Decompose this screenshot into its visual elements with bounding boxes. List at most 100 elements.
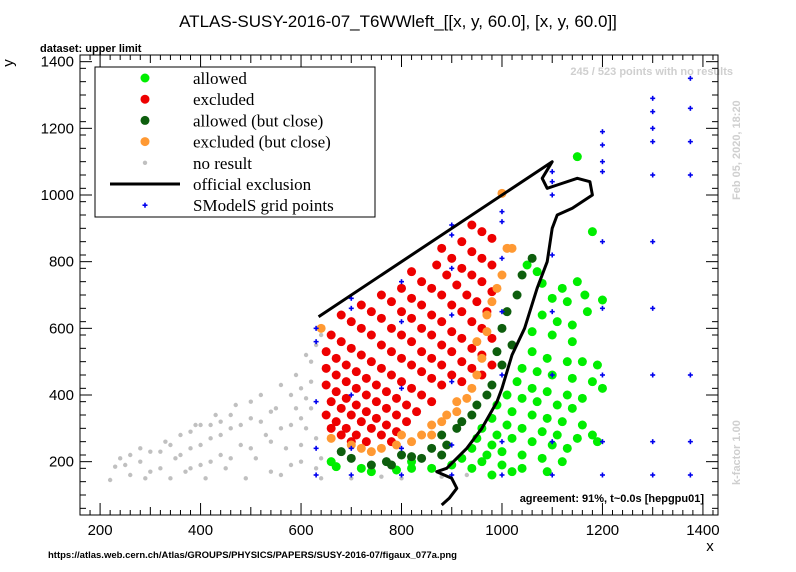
- excluded-point: [407, 360, 417, 370]
- no-result-point: [188, 446, 193, 451]
- grid-point-marker: [549, 252, 555, 258]
- no-result-point: [298, 459, 304, 464]
- allowed-point: [567, 373, 577, 383]
- excluded-point: [356, 350, 366, 360]
- excluded-but-close-point: [326, 433, 336, 443]
- excluded-point: [447, 300, 457, 310]
- allowed-point: [567, 403, 577, 413]
- no-result-point: [198, 442, 203, 448]
- excluded-but-close-point: [502, 243, 512, 253]
- no-result-point: [107, 477, 113, 483]
- allowed-but-close-point: [482, 390, 492, 400]
- y-tick-label: 1400: [41, 54, 74, 71]
- grid-point-marker: [549, 309, 555, 315]
- series-no-result: [107, 332, 470, 483]
- excluded-point: [326, 397, 336, 407]
- grid-point-marker: [650, 139, 656, 145]
- grid-point-marker: [687, 139, 693, 145]
- no-result-point: [298, 442, 304, 448]
- no-result-point: [303, 396, 309, 401]
- allowed-point: [517, 393, 527, 403]
- x-tick-label: 1000: [485, 522, 518, 539]
- no-result-point: [293, 406, 299, 411]
- allowed-point: [532, 367, 542, 377]
- allowed-point: [547, 440, 557, 450]
- excluded-point: [407, 293, 417, 303]
- excluded-point: [361, 390, 371, 400]
- y-tick-label: 600: [49, 320, 74, 337]
- allowed-point: [527, 327, 537, 337]
- excluded-point: [346, 343, 356, 353]
- excluded-point: [351, 367, 361, 377]
- kfactor-note: k-factor 1.00: [731, 420, 743, 485]
- excluded-point: [427, 373, 437, 383]
- excluded-point: [321, 380, 331, 390]
- excluded-point: [376, 290, 386, 300]
- allowed-but-close-point: [386, 460, 396, 470]
- allowed-but-close-point: [397, 450, 407, 460]
- allowed-point: [517, 423, 527, 433]
- excluded-point: [397, 307, 407, 317]
- grid-point-marker: [650, 239, 656, 245]
- no-result-point: [298, 386, 304, 391]
- allowed-point: [567, 337, 577, 347]
- grid-point-marker: [449, 379, 455, 385]
- excluded-point: [437, 290, 447, 300]
- grid-point-marker: [599, 239, 605, 245]
- excluded-point: [341, 393, 351, 403]
- no-result-point: [278, 382, 284, 388]
- excluded-but-close-point: [452, 407, 462, 417]
- excluded-point: [457, 307, 467, 317]
- grid-point-marker: [499, 209, 505, 215]
- no-result-point: [168, 442, 173, 448]
- no-result-point: [303, 352, 309, 358]
- allowed-but-close-point: [442, 440, 452, 450]
- excluded-but-close-point: [427, 430, 437, 440]
- allowed-point: [517, 450, 527, 460]
- grid-point-marker: [687, 372, 693, 378]
- excluded-point: [391, 393, 401, 403]
- no-result-point: [112, 464, 118, 469]
- no-result-point: [268, 439, 274, 444]
- no-result-point: [228, 456, 233, 461]
- excluded-point: [487, 360, 497, 370]
- excluded-point: [467, 220, 477, 230]
- allowed-but-close-point: [517, 270, 527, 280]
- excluded-but-close-point: [462, 393, 472, 403]
- no-result-point: [288, 392, 294, 398]
- legend-marker: [140, 115, 150, 125]
- grid-point-marker: [399, 445, 405, 451]
- no-result-point: [158, 466, 163, 471]
- legend-label: official exclusion: [193, 175, 312, 194]
- excluded-but-close-point: [407, 437, 417, 447]
- y-axis-label: y: [0, 59, 17, 67]
- no-result-point: [268, 409, 274, 414]
- excluded-point: [346, 410, 356, 420]
- allowed-but-close-point: [487, 380, 497, 390]
- legend-label: allowed (but close): [193, 111, 323, 130]
- excluded-point: [376, 340, 386, 350]
- allowed-point: [507, 433, 517, 443]
- no-result-point: [303, 426, 309, 431]
- allowed-point: [552, 400, 562, 410]
- excluded-point: [437, 380, 447, 390]
- grid-point-marker: [650, 305, 656, 311]
- grid-point-marker: [549, 472, 555, 478]
- x-tick-label: 1200: [586, 522, 619, 539]
- excluded-point: [366, 307, 376, 317]
- grid-point-marker: [599, 439, 605, 445]
- allowed-point: [592, 437, 602, 447]
- excluded-point: [427, 283, 437, 293]
- allowed-point: [407, 463, 417, 473]
- allowed-point: [542, 467, 552, 477]
- no-result-point: [138, 446, 143, 451]
- allowed-point: [557, 417, 567, 427]
- allowed-but-close-point: [437, 450, 447, 460]
- allowed-point: [502, 390, 512, 400]
- legend-item-excluded-but-close: excluded (but close): [140, 133, 331, 152]
- allowed-point: [427, 463, 437, 473]
- excluded-point: [331, 370, 341, 380]
- no-result-point: [399, 476, 404, 481]
- grid-point-marker: [449, 442, 455, 448]
- excluded-point: [351, 383, 361, 393]
